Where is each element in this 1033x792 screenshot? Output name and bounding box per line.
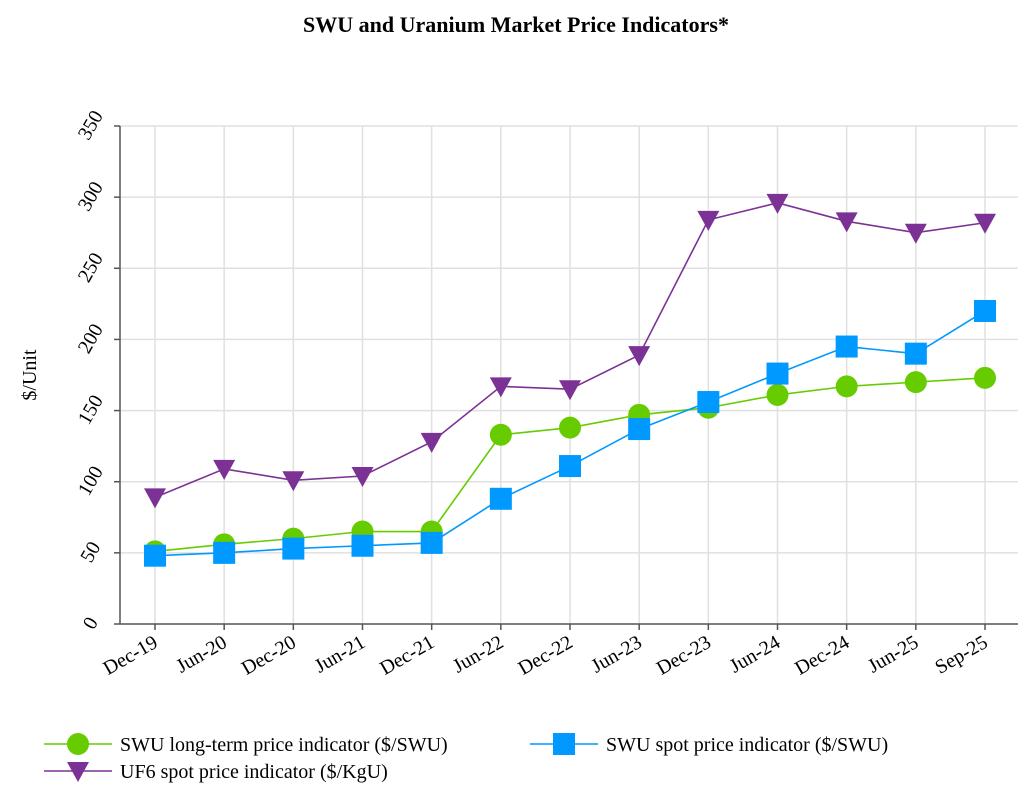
y-tick-label: 350 (74, 107, 108, 144)
x-tick-label: Jun-20 (173, 631, 231, 677)
x-tick-label: Dec-19 (100, 631, 162, 679)
x-tick-label: Jun-22 (449, 631, 507, 677)
data-point (974, 299, 996, 322)
data-point (835, 375, 858, 398)
data-point (974, 366, 996, 389)
y-axis-label: $/Unit (19, 349, 41, 401)
y-tick-label: 250 (74, 249, 108, 286)
data-point (213, 459, 236, 480)
x-tick-label: Sep-25 (931, 631, 991, 678)
chart-title: SWU and Uranium Market Price Indicators* (303, 12, 729, 37)
grid (120, 125, 1018, 624)
data-point (282, 537, 305, 560)
x-tick-label: Dec-21 (376, 631, 438, 679)
data-point (766, 383, 789, 406)
legend-item: SWU long-term price indicator ($/SWU) (44, 733, 448, 756)
data-point (974, 213, 996, 234)
data-point (766, 362, 789, 385)
y-tick-label: 150 (74, 391, 108, 428)
y-tick-label: 100 (74, 463, 108, 500)
y-tick-label: 0 (79, 613, 103, 633)
x-tick-label: Dec-20 (238, 631, 300, 679)
data-point (559, 416, 581, 439)
y-tick-label: 300 (74, 178, 108, 215)
data-point (835, 212, 858, 233)
data-point (835, 335, 858, 358)
data-point (766, 193, 789, 214)
data-point (282, 471, 305, 492)
x-tick-label: Jun-24 (726, 631, 784, 677)
x-tick-label: Jun-25 (864, 631, 922, 677)
x-tick-label: Jun-21 (311, 631, 369, 677)
data-point (351, 467, 374, 488)
series-2 (144, 193, 996, 509)
legend-label: SWU spot price indicator ($/SWU) (606, 734, 888, 756)
legend-marker (67, 733, 89, 755)
x-tick-label: Dec-24 (791, 631, 853, 679)
data-point (628, 418, 651, 441)
legend: SWU long-term price indicator ($/SWU) SWU… (44, 733, 888, 783)
legend-item: UF6 spot price indicator ($/KgU) (44, 761, 388, 783)
data-point (904, 371, 927, 394)
y-tick-label: 50 (76, 538, 105, 566)
legend-marker (553, 733, 575, 755)
data-point (351, 534, 374, 557)
data-point (559, 455, 581, 478)
data-point (628, 346, 651, 367)
legend-label: UF6 spot price indicator ($/KgU) (120, 761, 388, 783)
x-tick-label: Dec-22 (515, 631, 577, 679)
data-point (489, 423, 512, 446)
legend-marker (67, 762, 89, 782)
data-point (559, 380, 581, 401)
y-tick-label: 200 (74, 320, 108, 357)
series-1 (144, 299, 996, 567)
data-point (904, 223, 927, 244)
x-tick-label: Jun-23 (588, 631, 646, 677)
data-point (213, 541, 236, 564)
data-point (904, 342, 927, 365)
legend-item: SWU spot price indicator ($/SWU) (530, 733, 888, 756)
x-tick-label: Dec-23 (653, 631, 715, 679)
data-point (489, 377, 512, 398)
data-point (697, 391, 720, 414)
legend-label: SWU long-term price indicator ($/SWU) (120, 734, 448, 756)
data-point (420, 531, 443, 554)
data-point (420, 432, 443, 453)
data-point (489, 487, 512, 510)
data-point (144, 488, 166, 509)
data-point (144, 544, 166, 567)
data-point (697, 210, 720, 231)
series-layer (144, 193, 996, 567)
